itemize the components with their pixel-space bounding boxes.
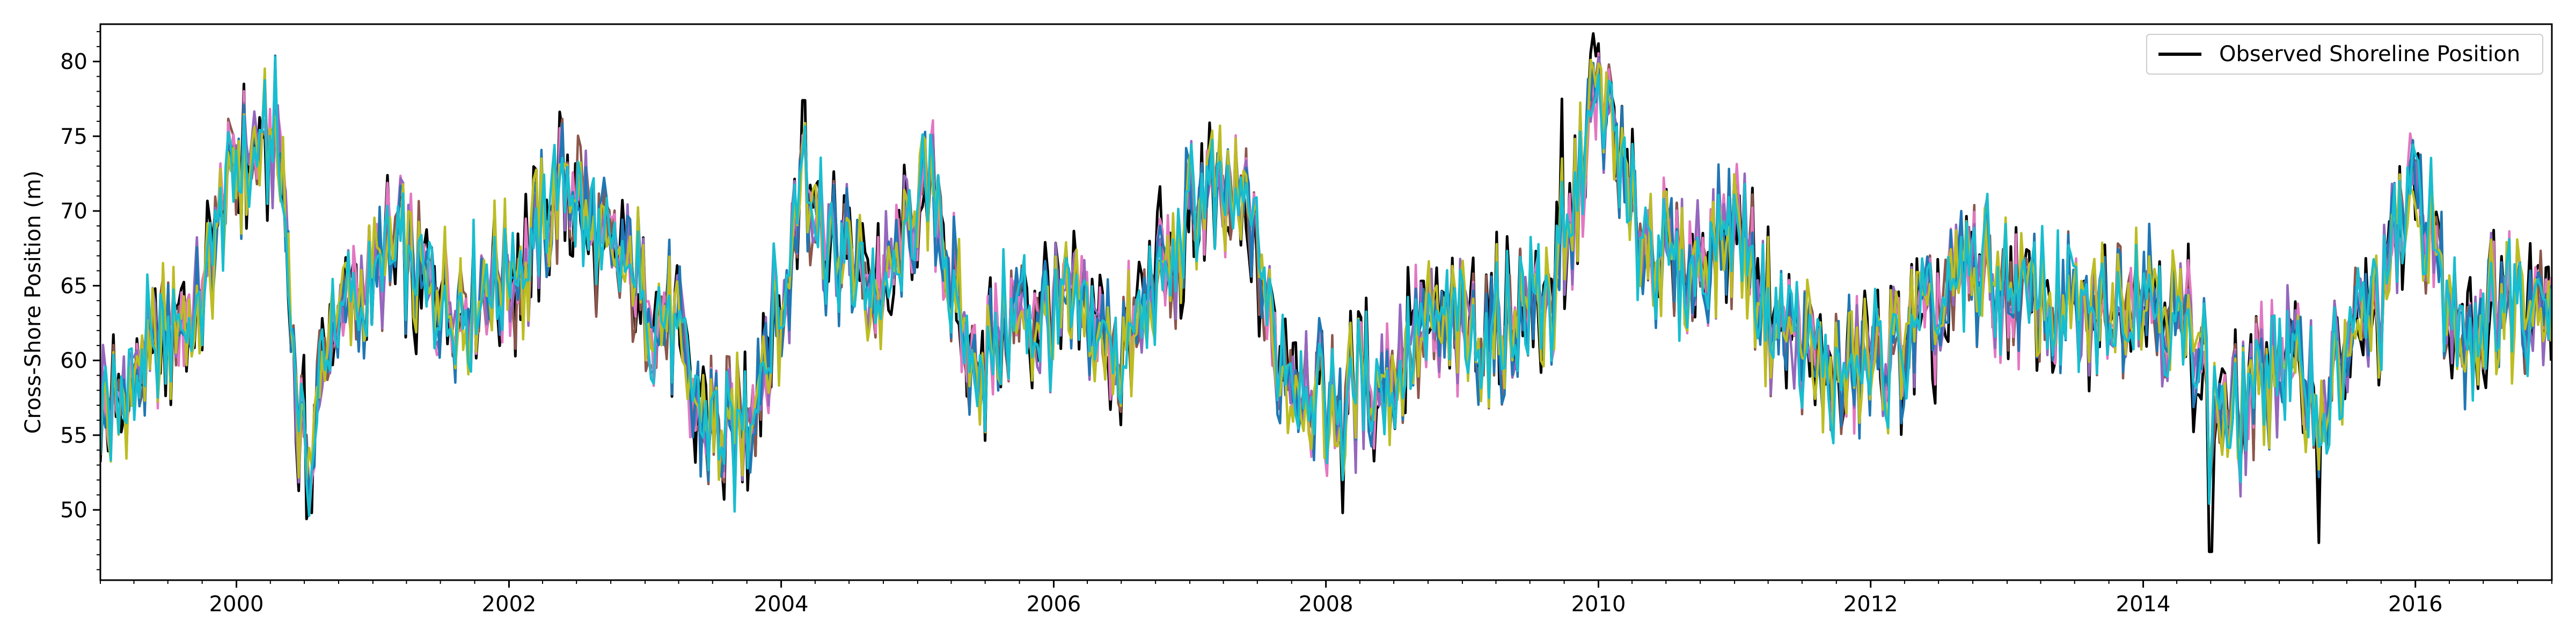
y-tick-label: 80 [60, 50, 87, 75]
legend-label-observed: Observed Shoreline Position [2219, 42, 2520, 67]
y-tick-label: 75 [60, 125, 87, 149]
y-axis-title: Cross-Shore Position (m) [21, 171, 46, 434]
legend-box [2146, 34, 2543, 75]
x-tick-label: 2016 [2388, 592, 2443, 617]
legend: Observed Shoreline Position [2146, 34, 2543, 75]
x-tick-label: 2006 [1027, 592, 1081, 617]
x-tick-label: 2000 [209, 592, 264, 617]
y-tick-label: 70 [60, 199, 87, 224]
y-tick-label: 65 [60, 274, 87, 298]
x-tick-label: 2002 [482, 592, 537, 617]
x-tick-label: 2004 [754, 592, 809, 617]
y-tick-label: 55 [60, 423, 87, 448]
plot-frame [99, 23, 2553, 581]
y-tick-label: 60 [60, 349, 87, 374]
x-tick-label: 2008 [1299, 592, 1353, 617]
series-line-model-6 [100, 56, 2552, 517]
x-axis: 2000 2002 2004 2006 2008 2010 2012 2014 2016 [100, 580, 2552, 617]
x-tick-label: 2012 [1843, 592, 1898, 617]
x-tick-label: 2010 [1571, 592, 1626, 617]
x-tick-label: 2014 [2116, 592, 2171, 617]
series-layer [100, 32, 2552, 553]
y-axis: 50 55 60 65 70 75 80 [60, 31, 100, 570]
y-tick-label: 50 [60, 498, 87, 523]
